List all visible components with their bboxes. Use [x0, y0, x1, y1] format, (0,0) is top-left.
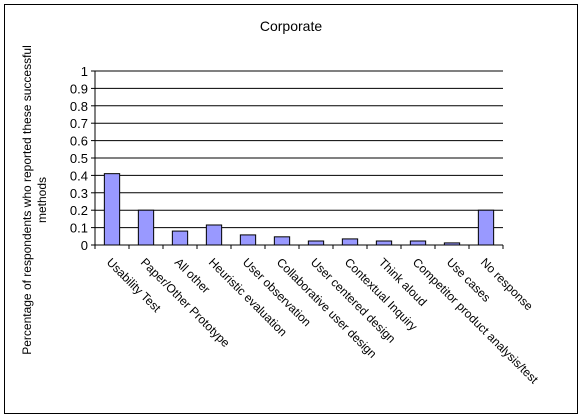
bar — [307, 240, 325, 246]
y-tick-label: 0.6 — [70, 134, 88, 149]
y-tick-label: 0.9 — [70, 81, 88, 96]
y-tick-label: 0.5 — [70, 151, 88, 166]
y-tick-label: 0.2 — [70, 203, 88, 218]
y-tick-label: 1 — [81, 64, 88, 79]
bar — [375, 240, 393, 246]
y-tick-label: 0.1 — [70, 221, 88, 236]
bar — [171, 230, 189, 246]
x-tick-label: No response — [478, 255, 536, 313]
bar — [103, 173, 121, 246]
y-tick-label: 0 — [81, 238, 88, 253]
y-axis-label-line-1: Percentage of respondents who reported t… — [20, 45, 34, 355]
y-tick-label: 0.3 — [70, 186, 88, 201]
bar — [477, 209, 495, 246]
x-tick-label: Competitor product analysis/test — [410, 255, 542, 387]
y-tick-label: 0.4 — [70, 168, 88, 183]
bar — [409, 240, 427, 246]
bar — [239, 234, 257, 246]
bar — [341, 238, 359, 246]
y-axis-label-line-2: methods — [35, 177, 49, 223]
y-tick-label: 0.8 — [70, 99, 88, 114]
bar — [205, 224, 223, 246]
bar — [137, 209, 155, 246]
chart-title: Corporate — [260, 18, 322, 34]
y-tick-label: 0.7 — [70, 116, 88, 131]
bar — [273, 236, 291, 246]
